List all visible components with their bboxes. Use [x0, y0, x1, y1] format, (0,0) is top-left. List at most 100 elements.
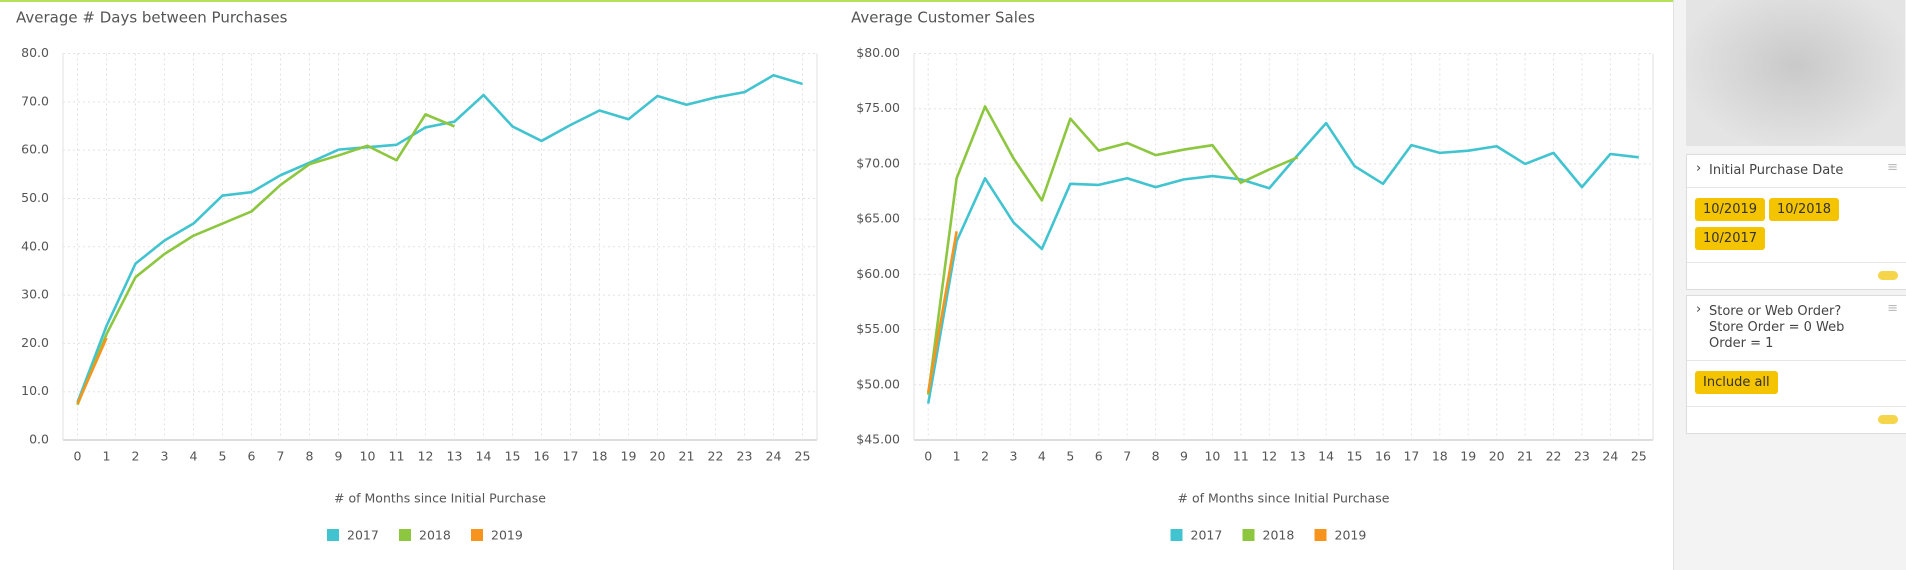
- series-line: [76, 73, 803, 403]
- y-tick-label: $50.00: [856, 376, 900, 391]
- x-tick-label: 5: [219, 449, 227, 464]
- y-tick-label: 0.0: [29, 432, 49, 447]
- y-tick-label: 40.0: [21, 238, 49, 253]
- x-tick-label: 13: [447, 449, 463, 464]
- x-tick-label: 0: [924, 449, 932, 464]
- x-tick-label: 11: [389, 449, 405, 464]
- chip-list: Include all: [1687, 361, 1906, 407]
- x-tick-label: 6: [248, 449, 256, 464]
- legend-swatch: [1314, 529, 1327, 541]
- series-line: [926, 231, 958, 393]
- x-tick-label: 7: [277, 449, 285, 464]
- x-tick-label: 18: [592, 449, 608, 464]
- x-tick-label: 10: [1204, 449, 1220, 464]
- x-tick-label: 14: [476, 449, 492, 464]
- x-tick-label: 13: [1290, 449, 1306, 464]
- legend-swatch: [1242, 529, 1255, 541]
- x-tick-label: 25: [795, 449, 811, 464]
- x-tick-label: 21: [1517, 449, 1533, 464]
- y-tick-label: $80.00: [856, 45, 900, 60]
- x-tick-label: 0: [74, 449, 82, 464]
- x-tick-label: 21: [679, 449, 695, 464]
- x-tick-label: 3: [161, 449, 169, 464]
- x-tick-label: 9: [335, 449, 343, 464]
- x-tick-label: 20: [1489, 449, 1505, 464]
- y-tick-label: $45.00: [856, 432, 900, 447]
- x-tick-label: 3: [1010, 449, 1018, 464]
- x-tick-label: 2: [981, 449, 989, 464]
- x-tick-label: 16: [534, 449, 550, 464]
- y-tick-label: $70.00: [856, 155, 900, 170]
- filter-chip[interactable]: 10/2019: [1695, 198, 1766, 221]
- chip-list: 10/2019 10/201810/2017: [1687, 188, 1906, 263]
- x-tick-label: 15: [505, 449, 521, 464]
- legend-swatch: [471, 529, 483, 541]
- x-tick-label: 23: [1574, 449, 1590, 464]
- charts: Average # Days between Purchases 0.0 10.0 2…: [16, 9, 1654, 543]
- x-tick-label: 24: [1602, 449, 1618, 464]
- series-line: [76, 337, 108, 405]
- x-axis-label: # of Months since Initial Purchase: [1178, 491, 1390, 506]
- y-tick-label: 70.0: [21, 93, 49, 108]
- x-axis-label: # of Months since Initial Purchase: [334, 491, 546, 506]
- filter-chip[interactable]: 10/2018: [1769, 198, 1840, 221]
- x-tick-label: 1: [103, 449, 111, 464]
- x-tick-label: 9: [1180, 449, 1188, 464]
- panel-footer[interactable]: [1687, 263, 1906, 289]
- y-tick-label: 50.0: [21, 190, 49, 205]
- x-tick-label: 4: [1038, 449, 1046, 464]
- legend-swatch: [399, 529, 411, 541]
- chart-title: Average # Days between Purchases: [16, 9, 288, 27]
- series-line: [926, 121, 1639, 404]
- legend-label: 2017: [347, 528, 379, 543]
- x-tick-label: 20: [650, 449, 666, 464]
- panel-footer[interactable]: [1687, 407, 1906, 433]
- series-line: [76, 113, 455, 406]
- x-tick-label: 6: [1095, 449, 1103, 464]
- x-tick-label: 12: [1261, 449, 1277, 464]
- x-tick-label: 5: [1066, 449, 1074, 464]
- x-tick-label: 14: [1318, 449, 1334, 464]
- x-tick-label: 4: [190, 449, 198, 464]
- filter-panel: Store or Web Order? Store Order = 0 Web …: [1686, 295, 1906, 434]
- top-accent: [0, 0, 1673, 2]
- y-tick-label: 30.0: [21, 287, 49, 302]
- x-tick-label: 18: [1432, 449, 1448, 464]
- x-tick-label: 17: [563, 449, 579, 464]
- legend-swatch: [1170, 529, 1183, 541]
- x-tick-label: 17: [1403, 449, 1419, 464]
- filter-chip[interactable]: Include all: [1695, 371, 1778, 394]
- y-tick-label: 80.0: [21, 45, 49, 60]
- y-tick-label: 10.0: [21, 383, 49, 398]
- legend-label: 2018: [1263, 528, 1295, 543]
- legend-label: 2019: [1335, 528, 1367, 543]
- filter-chip[interactable]: 10/2017: [1695, 227, 1766, 250]
- x-tick-label: 16: [1375, 449, 1391, 464]
- sidebar: Initial Purchase Date10/201910/201810/20…: [1673, 0, 1906, 570]
- filter-panel: Initial Purchase Date10/201910/201810/20…: [1686, 154, 1906, 290]
- x-tick-label: 22: [1546, 449, 1562, 464]
- x-tick-label: 1: [953, 449, 961, 464]
- x-tick-label: 25: [1631, 449, 1647, 464]
- chart-title: Average Customer Sales: [851, 9, 1035, 27]
- y-tick-label: 60.0: [21, 142, 49, 157]
- x-tick-label: 10: [360, 449, 376, 464]
- x-tick-label: 2: [132, 449, 140, 464]
- legend-swatch: [327, 529, 339, 541]
- y-tick-label: $60.00: [856, 266, 900, 281]
- x-tick-label: 11: [1233, 449, 1249, 464]
- filter-title[interactable]: Store or Web Order? Store Order = 0 Web …: [1687, 296, 1906, 361]
- y-tick-label: $65.00: [856, 211, 900, 226]
- x-tick-label: 8: [1152, 449, 1160, 464]
- legend-label: 2019: [491, 528, 523, 543]
- x-tick-label: 23: [737, 449, 753, 464]
- y-tick-label: $75.00: [856, 100, 900, 115]
- x-tick-label: 22: [708, 449, 724, 464]
- thumbnail: [1686, 0, 1905, 146]
- x-tick-label: 8: [306, 449, 314, 464]
- legend-label: 2017: [1191, 528, 1223, 543]
- y-tick-label: $55.00: [856, 321, 900, 336]
- legend-label: 2018: [419, 528, 451, 543]
- filter-title[interactable]: Initial Purchase Date: [1687, 155, 1906, 188]
